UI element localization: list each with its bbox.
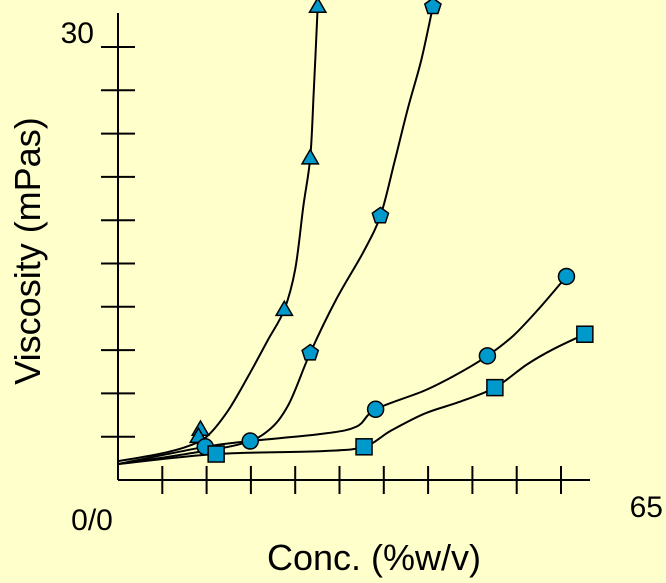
circle-series-line bbox=[117, 275, 568, 466]
y-axis-max-label: 30 bbox=[61, 17, 94, 50]
triangle-marker bbox=[274, 299, 294, 317]
triangle-marker bbox=[308, 0, 328, 14]
circle-marker bbox=[557, 267, 576, 286]
series-markers bbox=[188, 0, 594, 463]
x-axis-title: Conc. (%w/v) bbox=[267, 537, 481, 578]
triangle-marker bbox=[300, 148, 320, 165]
pentagon-marker bbox=[301, 343, 320, 361]
square-marker bbox=[576, 325, 594, 343]
axes bbox=[101, 13, 590, 494]
circle-marker bbox=[241, 432, 259, 450]
pentagon-marker bbox=[371, 206, 390, 224]
y-axis-title: Viscosity (mPas) bbox=[7, 117, 48, 384]
circle-marker bbox=[366, 400, 385, 419]
origin-label: 0/0 bbox=[71, 504, 113, 537]
square-marker bbox=[486, 378, 504, 397]
circle-marker bbox=[478, 347, 497, 365]
pentagon-marker bbox=[423, 0, 442, 15]
square-marker bbox=[207, 445, 225, 463]
x-axis-max-label: 65 bbox=[630, 491, 663, 524]
pentagon-series-line bbox=[117, 6, 434, 466]
square-marker bbox=[355, 438, 373, 456]
square-series-line bbox=[117, 333, 586, 466]
